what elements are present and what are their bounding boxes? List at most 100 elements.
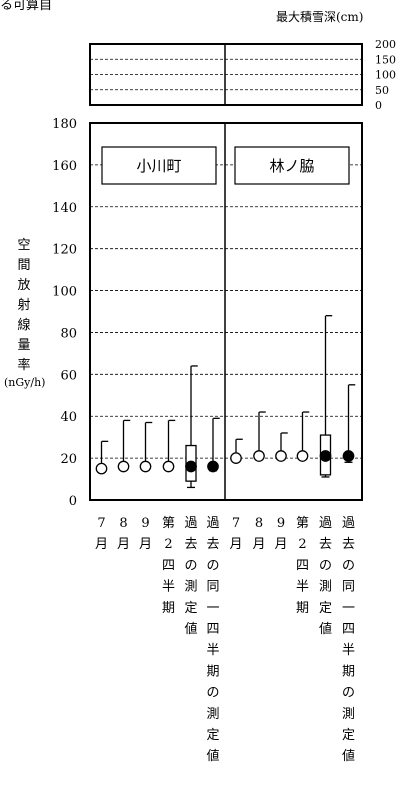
x-category-label: 半 <box>206 643 219 658</box>
y-tick-label: 180 <box>52 117 77 132</box>
data-point <box>253 450 265 462</box>
x-category-label: 月 <box>117 537 130 552</box>
x-category-label: 9 <box>141 516 149 531</box>
snow-depth-title: 最大積雪深(cm) <box>276 10 364 24</box>
y-tick-label: 80 <box>60 326 77 341</box>
x-category-label: 同 <box>342 580 355 595</box>
data-point <box>230 452 242 464</box>
y-axis-unit: (nGy/h) <box>4 376 46 389</box>
main-panel-frame <box>89 122 363 501</box>
x-category-label: 値 <box>319 621 332 637</box>
x-category-label: 値 <box>206 748 219 764</box>
x-category-label: 定 <box>184 601 197 616</box>
x-category-label: 2 <box>298 537 306 552</box>
station-name-label: 小川町 <box>136 157 181 175</box>
y-axis-label-char: 射 <box>17 298 31 313</box>
y-tick-label: 100 <box>52 285 77 300</box>
data-point <box>162 460 175 473</box>
snow-panel-frame <box>89 43 363 106</box>
data-point <box>139 460 152 473</box>
x-category-label: 過 <box>184 516 197 531</box>
x-category-label: 7 <box>97 516 105 531</box>
x-category-label: 期 <box>296 601 309 616</box>
x-category-label: 測 <box>342 707 355 722</box>
x-category-label: 月 <box>95 537 108 552</box>
x-category-label: 一 <box>342 601 355 616</box>
y-tick-label: 160 <box>52 159 77 174</box>
x-category-label: 2 <box>164 537 172 552</box>
x-category-label: の <box>319 558 332 573</box>
x-category-label: 半 <box>162 580 175 595</box>
x-category-label: 半 <box>296 580 309 595</box>
x-category-label: の <box>342 686 355 701</box>
y-axis-label-char: 放 <box>17 278 31 293</box>
data-point <box>95 462 108 475</box>
station-label-box <box>101 146 217 185</box>
x-category-label: 測 <box>319 580 332 595</box>
x-category-label: 半 <box>342 643 355 658</box>
x-category-label: 測 <box>184 580 197 595</box>
data-point <box>275 450 287 462</box>
x-category-label: 期 <box>342 664 355 679</box>
x-category-label: 8 <box>119 516 127 531</box>
x-category-label: の <box>342 558 355 573</box>
x-category-label: 定 <box>342 728 355 743</box>
station-name-label: 林ノ脇 <box>269 157 314 175</box>
x-category-label: 値 <box>184 621 197 637</box>
x-category-label: 月 <box>252 537 265 552</box>
y-tick-label: 140 <box>52 201 77 216</box>
page-header-fragment: る可算自 <box>0 0 53 13</box>
x-category-label: の <box>184 558 197 573</box>
x-category-label: 8 <box>255 516 263 531</box>
y-axis-label: 空間放射線量率 (nGy/h) <box>4 236 46 390</box>
x-category-label: 四 <box>206 622 219 637</box>
y-axis-label-char: 量 <box>17 338 31 353</box>
x-category-label: 過 <box>342 516 355 531</box>
x-category-label: の <box>206 558 219 573</box>
x-category-label: 一 <box>206 601 219 616</box>
snow-tick-label: 100 <box>375 69 396 82</box>
x-category-label: 四 <box>296 558 309 573</box>
data-point <box>117 460 130 473</box>
x-category-label: 四 <box>162 558 175 573</box>
snow-tick-label: 0 <box>375 99 382 112</box>
x-category-label: の <box>206 686 219 701</box>
y-tick-label: 20 <box>60 452 77 467</box>
data-point <box>207 460 219 473</box>
x-category-label: 過 <box>319 516 332 531</box>
x-category-label: 四 <box>342 622 355 637</box>
y-tick-label: 60 <box>60 368 77 383</box>
x-category-label: 月 <box>274 537 287 552</box>
station-label-box <box>234 146 350 185</box>
snow-tick-label: 50 <box>375 84 389 97</box>
x-category-label: 期 <box>162 601 175 616</box>
x-category-label: 去 <box>206 537 219 552</box>
x-category-label: 去 <box>184 537 197 552</box>
y-axis-label-char: 間 <box>17 258 31 273</box>
x-category-label: 月 <box>229 537 242 552</box>
x-category-label: 期 <box>206 664 219 679</box>
x-category-label: 去 <box>319 537 332 552</box>
y-tick-label: 40 <box>60 410 77 425</box>
x-category-label: 定 <box>206 728 219 743</box>
x-category-label: 定 <box>319 601 332 616</box>
x-category-label: 7 <box>232 516 240 531</box>
x-category-label: 9 <box>277 516 285 531</box>
snow-tick-label: 150 <box>375 53 396 66</box>
y-axis-label-char: 線 <box>17 318 31 333</box>
y-axis-label-char: 率 <box>17 358 31 373</box>
x-category-label: 同 <box>206 580 219 595</box>
data-point <box>342 450 355 462</box>
x-category-label: 値 <box>342 748 355 764</box>
data-point <box>296 450 309 462</box>
data-point <box>319 450 332 462</box>
x-category-label: 過 <box>206 516 219 531</box>
y-axis-label-char: 空 <box>17 238 31 253</box>
x-category-label: 第 <box>296 516 309 531</box>
x-category-label: 測 <box>206 707 219 722</box>
x-category-label: 月 <box>139 537 152 552</box>
y-tick-label: 0 <box>69 494 77 509</box>
snow-tick-label: 200 <box>375 38 396 51</box>
x-category-label: 去 <box>342 537 355 552</box>
x-category-label: 第 <box>162 516 175 531</box>
